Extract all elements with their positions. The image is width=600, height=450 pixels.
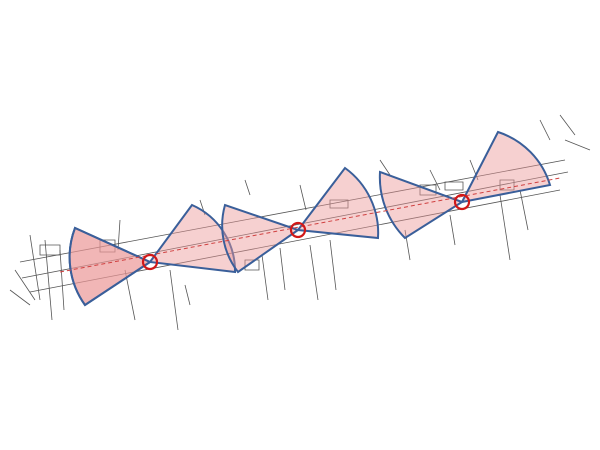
buildings [39, 179, 515, 271]
side-streets [9, 114, 591, 331]
sector [296, 166, 380, 240]
coverage-sectors [68, 130, 552, 307]
sector [221, 203, 301, 274]
route-line [59, 177, 561, 273]
camera [141, 253, 159, 271]
camera-points [141, 193, 471, 271]
sector [460, 130, 552, 204]
camera [289, 221, 307, 239]
camera [453, 193, 471, 211]
street-network [9, 114, 591, 331]
sector-hatch [68, 226, 153, 307]
sector [378, 170, 465, 240]
